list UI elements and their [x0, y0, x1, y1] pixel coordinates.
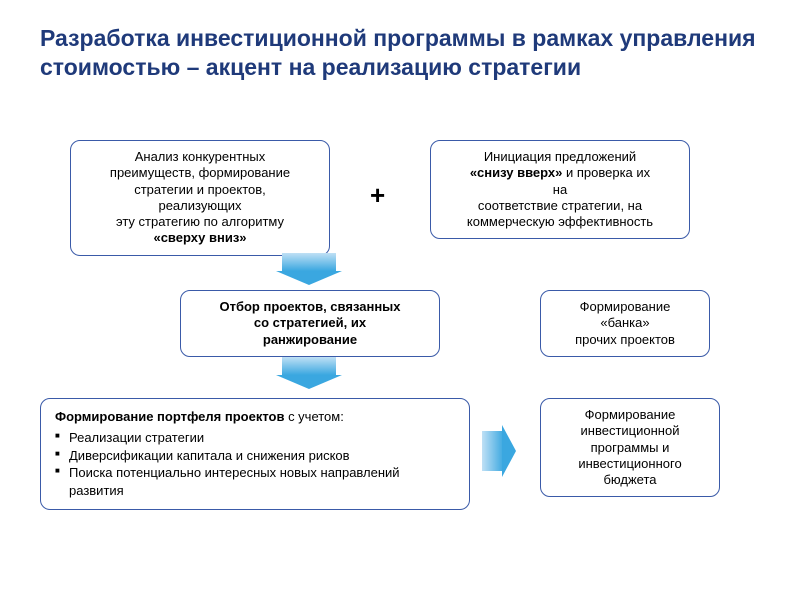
list-item: Поиска потенциально интересных новых нап…: [55, 464, 455, 499]
box-portfolio: Формирование портфеля проектов с учетом:…: [40, 398, 470, 510]
text-line: бюджета: [551, 472, 709, 488]
text-line: программы и: [551, 440, 709, 456]
text-line: «банка»: [551, 315, 699, 331]
text-line: на: [441, 182, 679, 198]
text-line: Формирование: [551, 299, 699, 315]
box-mid-right-bank: Формирование «банка» прочих проектов: [540, 290, 710, 357]
text-line-bold: «сверху вниз»: [81, 230, 319, 246]
page-title: Разработка инвестиционной программы в ра…: [40, 24, 760, 82]
text-line: преимуществ, формирование: [81, 165, 319, 181]
text-line: соответствие стратегии, на: [441, 198, 679, 214]
text-line: «снизу вверх» и проверка их: [441, 165, 679, 181]
arrow-down-icon: [282, 253, 342, 285]
text-line: реализующих: [81, 198, 319, 214]
text-line-bold: со стратегией, их: [191, 315, 429, 331]
portfolio-header: Формирование портфеля проектов с учетом:: [55, 409, 455, 425]
text-line: Анализ конкурентных: [81, 149, 319, 165]
box-top-right-initiation: Инициация предложений «снизу вверх» и пр…: [430, 140, 690, 239]
text-line: коммерческую эффективность: [441, 214, 679, 230]
text-line: прочих проектов: [551, 332, 699, 348]
box-bottom-right-budget: Формирование инвестиционной программы и …: [540, 398, 720, 497]
text-line: Инициация предложений: [441, 149, 679, 165]
text-line: инвестиционной: [551, 423, 709, 439]
list-item: Диверсификации капитала и снижения риско…: [55, 447, 455, 465]
plus-symbol: +: [370, 180, 385, 211]
portfolio-list: Реализации стратегии Диверсификации капи…: [55, 429, 455, 499]
arrow-right-icon: [482, 425, 516, 477]
box-top-left-analysis: Анализ конкурентных преимуществ, формиро…: [70, 140, 330, 256]
text-line-bold: ранжирование: [191, 332, 429, 348]
text-line: Формирование: [551, 407, 709, 423]
text-line: эту стратегию по алгоритму: [81, 214, 319, 230]
list-item: Реализации стратегии: [55, 429, 455, 447]
text-line: инвестиционного: [551, 456, 709, 472]
text-line-bold: Отбор проектов, связанных: [191, 299, 429, 315]
box-mid-left-selection: Отбор проектов, связанных со стратегией,…: [180, 290, 440, 357]
arrow-down-icon: [282, 357, 342, 389]
text-line: стратегии и проектов,: [81, 182, 319, 198]
